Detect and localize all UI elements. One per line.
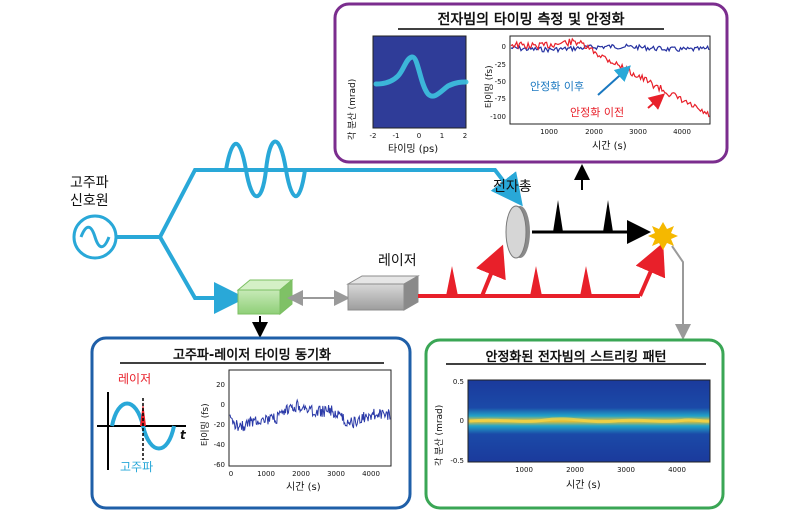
rf-wave-packet bbox=[224, 139, 307, 198]
laser-to-target bbox=[635, 242, 666, 297]
ytick: -0.5 bbox=[450, 457, 464, 465]
sync-chart-xlabel: 시간 (s) bbox=[286, 482, 321, 493]
ytick: -40 bbox=[214, 441, 225, 449]
ytick: -100 bbox=[490, 113, 506, 121]
rf-line-lower bbox=[158, 236, 246, 314]
annotation-before: 안정화 이전 bbox=[570, 106, 625, 119]
sync-chart-frame bbox=[228, 369, 392, 467]
xtick: 1000 bbox=[515, 466, 533, 474]
ytick: -50 bbox=[495, 78, 506, 86]
synchronizer-box bbox=[236, 278, 294, 316]
sync-timing-series bbox=[229, 398, 391, 432]
sync-laser-label: 레이저 bbox=[118, 372, 152, 386]
inset-heatmap-curve bbox=[373, 54, 469, 99]
streak-panel-title: 안정화된 전자빔의 스트리킹 패턴 bbox=[485, 350, 667, 365]
xtick: 3000 bbox=[617, 466, 635, 474]
inset-left-xticks: -2 -1 0 1 2 bbox=[370, 132, 468, 140]
rf-source-label-1: 고주파 bbox=[70, 175, 109, 191]
xtick: -1 bbox=[393, 132, 400, 140]
annotation-after: 안정화 이후 bbox=[530, 80, 585, 93]
laser-pulse-2 bbox=[530, 266, 542, 296]
rf-line-upper bbox=[158, 168, 523, 238]
ytick: -20 bbox=[214, 421, 225, 429]
xtick: 0 bbox=[229, 470, 233, 478]
ytick: 0.5 bbox=[453, 378, 464, 386]
inset-right-ylabel: 타이밍 (fs) bbox=[485, 65, 495, 108]
electron-pulse-1 bbox=[553, 200, 563, 232]
series-before-stabilization bbox=[510, 37, 710, 118]
sync-t-label: t bbox=[180, 428, 186, 442]
streak-yticks: 0.5 0 -0.5 bbox=[450, 378, 464, 465]
electron-gun-icon bbox=[505, 205, 530, 259]
inset-left-ylabel: 각 분산 (mrad) bbox=[348, 78, 358, 140]
top-panel-title: 전자빔의 타이밍 측정 및 안정화 bbox=[437, 12, 625, 28]
rf-source-label-2: 신호원 bbox=[70, 193, 109, 209]
ytick: -75 bbox=[495, 95, 506, 103]
sync-panel-title: 고주파-레이저 타이밍 동기화 bbox=[173, 348, 331, 363]
ytick: 0 bbox=[502, 43, 506, 51]
xtick: 1 bbox=[440, 132, 444, 140]
xtick: 0 bbox=[417, 132, 421, 140]
laser-pulse-1 bbox=[446, 266, 458, 296]
xtick: 3000 bbox=[327, 470, 345, 478]
xtick: 2000 bbox=[585, 128, 603, 136]
xtick: 2000 bbox=[292, 470, 310, 478]
laser-label: 레이저 bbox=[378, 253, 417, 269]
sample-starburst-icon bbox=[648, 222, 678, 250]
xtick: 4000 bbox=[673, 128, 691, 136]
xtick: 1000 bbox=[540, 128, 558, 136]
ytick: 0 bbox=[221, 401, 225, 409]
streak-xlabel: 시간 (s) bbox=[566, 480, 601, 491]
laser-box bbox=[346, 275, 420, 311]
inset-left-xlabel: 타이밍 (ps) bbox=[388, 144, 439, 155]
laser-to-gun bbox=[476, 244, 506, 297]
inset-right-xlabel: 시간 (s) bbox=[592, 141, 627, 152]
sync-rf-label: 고주파 bbox=[120, 460, 154, 474]
xtick: 1000 bbox=[257, 470, 275, 478]
inset-right-xticks: 1000 2000 3000 4000 bbox=[540, 128, 691, 136]
sync-chart-ylabel: 타이밍 (fs) bbox=[201, 403, 211, 446]
xtick: 4000 bbox=[668, 466, 686, 474]
sync-yticks: 20 0 -20 -40 -60 bbox=[214, 381, 225, 469]
xtick: 2000 bbox=[566, 466, 584, 474]
xtick: 3000 bbox=[629, 128, 647, 136]
ytick: -60 bbox=[214, 461, 225, 469]
to-streak-arrow bbox=[671, 245, 691, 340]
streak-ylabel: 각 분산 (mrad) bbox=[435, 404, 445, 466]
ytick: 0 bbox=[460, 417, 464, 425]
laser-pulse-3 bbox=[580, 266, 592, 296]
xtick: 2 bbox=[463, 132, 467, 140]
electron-gun-label: 전자총 bbox=[493, 179, 532, 195]
series-after-stabilization bbox=[510, 43, 710, 54]
xtick: -2 bbox=[370, 132, 377, 140]
ytick: 20 bbox=[216, 381, 225, 389]
before-annotation-arrow bbox=[647, 93, 666, 110]
after-annotation-arrow bbox=[597, 65, 631, 96]
inset-right-yticks: 0 -25 -50 -75 -100 bbox=[490, 43, 506, 121]
sine-wave-icon bbox=[79, 225, 111, 249]
electron-pulse-2 bbox=[603, 200, 613, 232]
ytick: -25 bbox=[495, 61, 506, 69]
xtick: 4000 bbox=[362, 470, 380, 478]
sync-xticks: 0 1000 2000 3000 4000 bbox=[229, 470, 380, 478]
streak-band-ripple bbox=[469, 417, 710, 424]
streak-xticks: 1000 2000 3000 4000 bbox=[515, 466, 686, 474]
